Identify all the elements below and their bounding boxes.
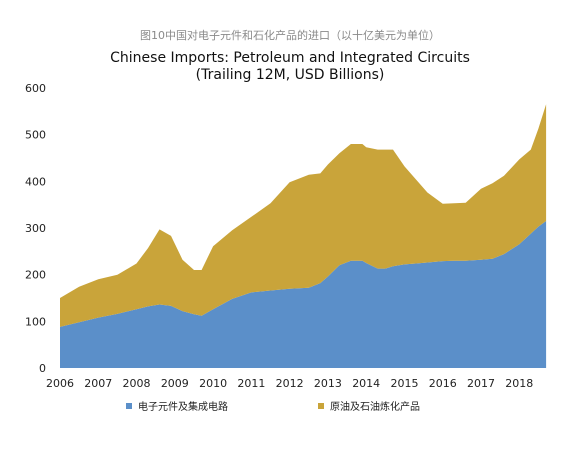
x-tick-label: 2013 bbox=[314, 377, 342, 390]
x-tick-label: 2010 bbox=[199, 377, 227, 390]
x-tick-label: 2006 bbox=[46, 377, 74, 390]
y-tick-label: 100 bbox=[25, 315, 46, 328]
x-tick-label: 2017 bbox=[467, 377, 495, 390]
x-tick-label: 2007 bbox=[84, 377, 112, 390]
area-series-1 bbox=[60, 104, 547, 327]
x-tick-label: 2012 bbox=[276, 377, 304, 390]
legend-swatch-petroleum bbox=[318, 402, 324, 409]
legend-item-petroleum: 原油及石油炼化产品 bbox=[318, 398, 420, 413]
legend-item-electronics: 电子元件及集成电路 bbox=[126, 398, 228, 413]
y-tick-label: 300 bbox=[25, 222, 46, 235]
legend-swatch-electronics bbox=[126, 402, 132, 409]
x-tick-label: 2015 bbox=[390, 377, 418, 390]
x-tick-label: 2014 bbox=[352, 377, 380, 390]
y-tick-label: 400 bbox=[25, 175, 46, 188]
x-tick-label: 2011 bbox=[237, 377, 265, 390]
chart-title: Chinese Imports: Petroleum and Integrate… bbox=[110, 50, 470, 66]
x-tick-label: 2008 bbox=[123, 377, 151, 390]
area-series-0 bbox=[60, 221, 547, 368]
x-tick-label: 2018 bbox=[505, 377, 533, 390]
y-tick-label: 200 bbox=[25, 269, 46, 282]
y-tick-label: 500 bbox=[25, 129, 46, 142]
x-tick-label: 2016 bbox=[429, 377, 457, 390]
y-tick-label: 0 bbox=[39, 362, 46, 375]
y-tick-label: 600 bbox=[25, 82, 46, 95]
figure-caption: 图10中国对电子元件和石化产品的进口（以十亿美元为单位） bbox=[140, 29, 440, 42]
x-tick-label: 2009 bbox=[161, 377, 189, 390]
legend-label-petroleum: 原油及石油炼化产品 bbox=[330, 402, 420, 413]
legend-label-electronics: 电子元件及集成电路 bbox=[138, 402, 228, 413]
chart-subtitle: (Trailing 12M, USD Billions) bbox=[195, 67, 385, 83]
chart-title-block: Chinese Imports: Petroleum and Integrate… bbox=[0, 50, 580, 84]
